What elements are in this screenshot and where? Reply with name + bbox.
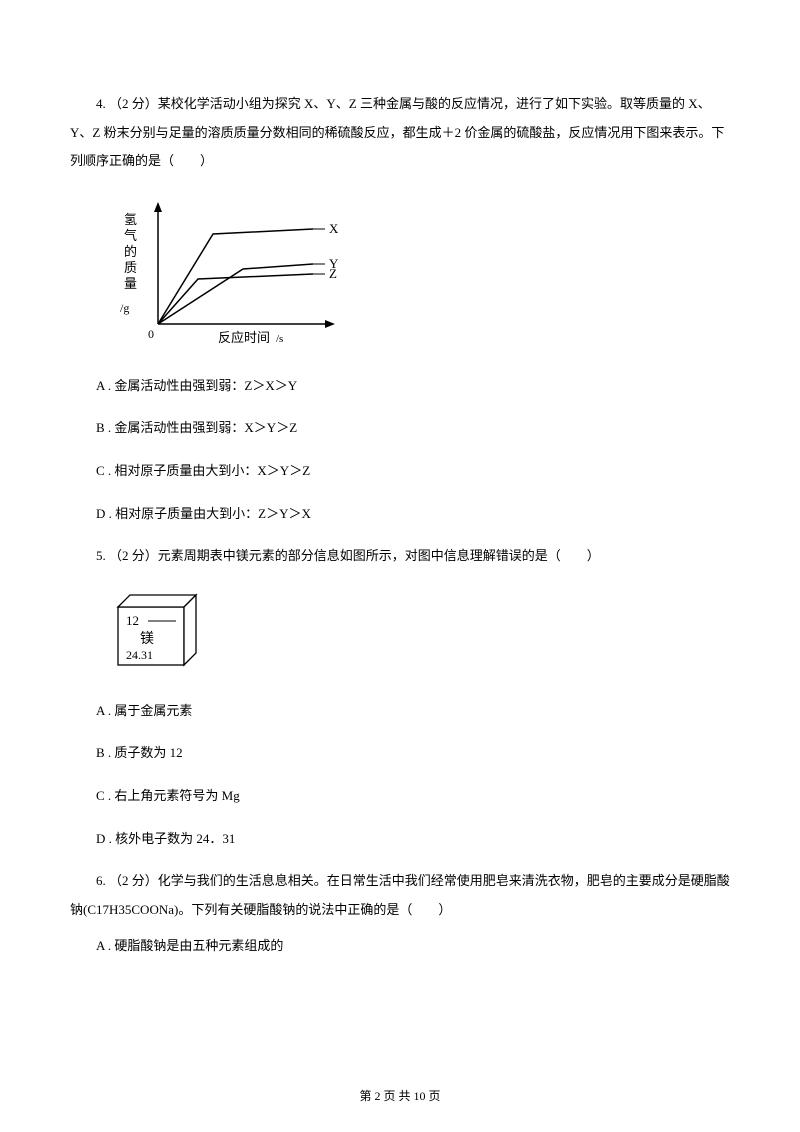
q6-stem: 6. （2 分）化学与我们的生活息息相关。在日常生活中我们经常使用肥皂来清洗衣物…	[70, 867, 730, 924]
q4-option-c: C . 相对原子质量由大到小：X＞Y＞Z	[70, 457, 730, 486]
svg-text:气: 气	[124, 228, 137, 243]
q5-option-a: A . 属于金属元素	[70, 697, 730, 726]
svg-text:/g: /g	[120, 301, 129, 315]
svg-text:X: X	[329, 221, 339, 236]
svg-text:反应时间: 反应时间	[218, 330, 270, 345]
svg-text:氢: 氢	[124, 212, 137, 227]
q5-stem: 5. （2 分）元素周期表中镁元素的部分信息如图所示，对图中信息理解错误的是（ …	[70, 542, 730, 571]
page-footer: 第 2 页 共 10 页	[0, 1087, 800, 1104]
q4-option-b: B . 金属活动性由强到弱：X＞Y＞Z	[70, 414, 730, 443]
q5-option-c: C . 右上角元素符号为 Mg	[70, 782, 730, 811]
q6-option-a: A . 硬脂酸钠是由五种元素组成的	[70, 932, 730, 961]
q4-option-d: D . 相对原子质量由大到小：Z＞Y＞X	[70, 500, 730, 529]
q5-option-b: B . 质子数为 12	[70, 739, 730, 768]
svg-text:量: 量	[124, 276, 137, 291]
q4-stem: 4. （2 分）某校化学活动小组为探究 X、Y、Z 三种金属与酸的反应情况，进行…	[70, 90, 730, 176]
svg-text:12: 12	[126, 613, 139, 628]
q4-option-a: A . 金属活动性由强到弱：Z＞X＞Y	[70, 372, 730, 401]
svg-text:镁: 镁	[140, 631, 154, 647]
svg-text:/s: /s	[276, 333, 283, 345]
svg-text:24.31: 24.31	[126, 648, 153, 662]
q5-cell: 12镁24.31	[110, 589, 730, 679]
svg-text:0: 0	[148, 327, 154, 341]
svg-text:的: 的	[124, 244, 137, 259]
svg-text:质: 质	[124, 260, 137, 275]
q5-option-d: D . 核外电子数为 24．31	[70, 825, 730, 854]
q4-chart: 氢气的质量/g0反应时间/sXYZ	[110, 194, 730, 354]
svg-text:Z: Z	[329, 266, 337, 281]
